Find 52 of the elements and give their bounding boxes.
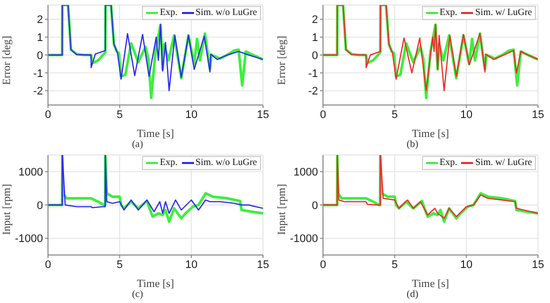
- text: (a): [130, 139, 144, 150]
- x-tick-label: 10: [460, 108, 472, 121]
- x-tick-label: 5: [392, 258, 398, 271]
- x-tick-label: 15: [532, 108, 544, 121]
- y-tick-label: 0: [36, 200, 43, 212]
- y-axis-title: Input [rpm]: [0, 184, 13, 235]
- legend-label: Exp.: [160, 157, 178, 169]
- x-tick-label: 5: [116, 108, 123, 121]
- y-tick-label: 0: [36, 50, 43, 62]
- y-tick-label: -1000: [14, 233, 43, 246]
- y-axis-title: Error [deg]: [276, 36, 288, 85]
- y-tick-label: 2: [36, 14, 43, 26]
- y-tick-label: 0: [312, 200, 318, 212]
- y-axis-title: Error [deg]: [0, 36, 13, 85]
- x-tick-label: 15: [256, 258, 270, 271]
- y-tick-label: -2: [33, 86, 43, 98]
- y-tick-label: -1000: [290, 233, 318, 246]
- legend-label: Exp.: [440, 157, 458, 169]
- x-tick-label: 5: [392, 108, 398, 121]
- x-axis-title: Time [s]: [412, 278, 450, 290]
- x-axis-title: Time [s]: [136, 278, 174, 290]
- y-tick-label: 1000: [294, 166, 318, 179]
- x-tick-label: 0: [320, 108, 326, 121]
- x-tick-label: 0: [320, 258, 326, 271]
- x-axis-title: Time [s]: [412, 128, 450, 140]
- text: (b): [406, 139, 420, 150]
- y-tick-label: 0: [312, 50, 318, 62]
- y-tick-label: -1: [33, 68, 43, 80]
- y-tick-label: 2: [312, 14, 318, 26]
- legend-label: Exp.: [440, 7, 458, 19]
- x-tick-label: 0: [44, 258, 52, 271]
- legend-label: Sim. w/o LuGre: [196, 7, 257, 19]
- x-tick-label: 15: [256, 108, 270, 121]
- legend-label: Sim. w/o LuGre: [196, 157, 257, 169]
- legend-label: Sim. w/ LuGre: [475, 157, 532, 169]
- x-axis-title: Time [s]: [136, 128, 174, 140]
- legend-label: Exp.: [160, 7, 178, 19]
- x-tick-label: 10: [185, 108, 198, 121]
- y-tick-label: 1: [36, 32, 43, 44]
- x-tick-label: 0: [44, 108, 52, 121]
- x-tick-label: 10: [185, 258, 198, 271]
- legend-label: Sim. w/ LuGre: [475, 7, 532, 19]
- y-axis-title: Input [rpm]: [276, 184, 288, 235]
- x-tick-label: 15: [532, 258, 544, 271]
- x-tick-label: 5: [116, 258, 123, 271]
- text: (c): [130, 289, 144, 300]
- y-tick-label: 1000: [18, 166, 43, 179]
- y-tick-label: -2: [308, 86, 318, 98]
- text: (d): [406, 289, 420, 300]
- x-tick-label: 10: [460, 258, 472, 271]
- y-tick-label: 1: [312, 32, 318, 44]
- y-tick-label: -1: [308, 68, 318, 80]
